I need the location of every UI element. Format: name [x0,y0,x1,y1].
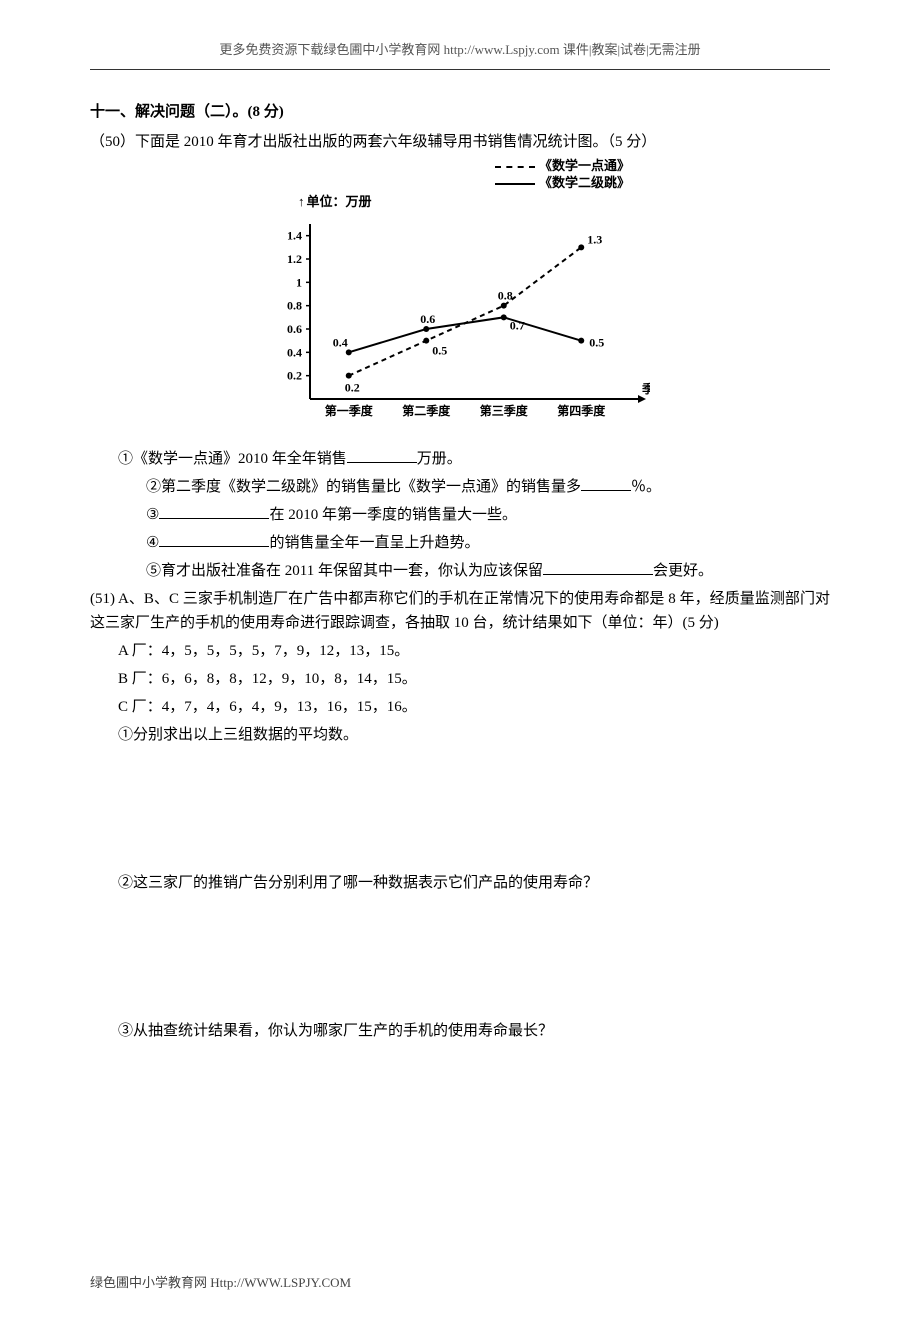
q50-sub5-post: 会更好。 [653,563,713,579]
section-title: 十一、解决问题（二）。(8 分) [90,100,830,124]
legend-dash-icon [495,166,535,168]
blank [159,504,269,519]
legend-solid-label: 《数学二级跳》 [539,175,630,190]
q51-sub2: ②这三家厂的推销广告分别利用了哪一种数据表示它们产品的使用寿命？ [90,871,830,895]
svg-text:0.4: 0.4 [287,346,302,360]
legend-solid-icon [495,183,535,185]
svg-text:0.2: 0.2 [345,381,360,395]
svg-text:季度: 季度 [641,381,650,396]
blank [543,560,653,575]
legend-dashed-label: 《数学一点通》 [539,158,630,173]
q50-sub2: ②第二季度《数学二级跳》的销售量比《数学一点通》的销售量多 ％。 [90,475,830,499]
svg-text:0.5: 0.5 [589,336,604,350]
svg-text:1.3: 1.3 [587,233,602,247]
q51-rowA: A 厂：4，5，5，5，5，7，9，12，13，15。 [90,639,830,663]
svg-text:0.8: 0.8 [287,299,302,313]
blank [581,476,631,491]
q50-sub5: ⑤育才出版社准备在 2011 年保留其中一套，你认为应该保留 会更好。 [90,559,830,583]
q51-sub1: ①分别求出以上三组数据的平均数。 [90,723,830,747]
chart-legend: 《数学一点通》 《数学二级跳》 [270,158,630,192]
svg-text:0.4: 0.4 [333,336,348,350]
q50-intro: （50）下面是 2010 年育才出版社出版的两套六年级辅导用书销售情况统计图。（… [90,130,830,154]
q50-sub4-pre: ④ [146,535,159,551]
q51-intro: (51) A、B、C 三家手机制造厂在广告中都声称它们的手机在正常情况下的使用寿… [90,587,830,635]
q50-sub3: ③ 在 2010 年第一季度的销售量大一些。 [90,503,830,527]
blank [159,532,269,547]
svg-text:0.7: 0.7 [510,319,525,333]
q50-sub1-post: 万册。 [417,451,462,467]
q50-sub2-post: ％。 [631,479,661,495]
q51-sub3: ③从抽查统计结果看，你认为哪家厂生产的手机的使用寿命最长？ [90,1019,830,1043]
svg-text:第三季度: 第三季度 [480,403,529,418]
q50-sub1: ①《数学一点通》2010 年全年销售 万册。 [90,447,830,471]
q51-rowC: C 厂：4，7，4，6，4，9，13，16，15，16。 [90,695,830,719]
svg-text:0.5: 0.5 [432,344,447,358]
svg-text:1.4: 1.4 [287,229,302,243]
page-header: 更多免费资源下载绿色圃中小学教育网 http://www.Lspjy.com 课… [90,40,830,61]
svg-text:0.8: 0.8 [498,289,513,303]
svg-text:第一季度: 第一季度 [325,403,374,418]
q50-sub4-post: 的销售量全年一直呈上升趋势。 [269,535,479,551]
page-footer: 绿色圃中小学教育网 Http://WWW.LSPJY.COM [90,1273,830,1294]
header-divider [90,69,830,70]
q50-sub5-pre: ⑤育才出版社准备在 2011 年保留其中一套，你认为应该保留 [146,563,543,579]
work-space [90,751,830,871]
chart-svg: 0.2 0.4 0.6 0.8 1 1.2 1.4 第一季度 第二季度 第三季度 第四季度 季度 0.4… [270,214,650,429]
svg-text:第二季度: 第二季度 [402,403,451,418]
q50-sub3-post: 在 2010 年第一季度的销售量大一些。 [269,507,517,523]
svg-text:0.6: 0.6 [420,312,435,326]
q50-sub4: ④ 的销售量全年一直呈上升趋势。 [90,531,830,555]
blank [347,448,417,463]
q51-rowB: B 厂：6，6，8，8，12，9，10，8，14，15。 [90,667,830,691]
svg-text:0.6: 0.6 [287,322,302,336]
svg-text:1.2: 1.2 [287,252,302,266]
q50-sub3-pre: ③ [146,507,159,523]
svg-text:0.2: 0.2 [287,369,302,383]
svg-text:1: 1 [296,276,302,290]
q50-sub1-pre: ①《数学一点通》2010 年全年销售 [118,451,347,467]
q50-chart: 《数学一点通》 《数学二级跳》 单位：万册 0.2 0.4 0.6 0.8 1 1.2 1.… [270,158,650,438]
svg-text:第四季度: 第四季度 [557,403,606,418]
chart-ylabel: 单位：万册 [298,192,650,213]
work-space [90,899,830,1019]
q50-sub2-pre: ②第二季度《数学二级跳》的销售量比《数学一点通》的销售量多 [146,479,581,495]
